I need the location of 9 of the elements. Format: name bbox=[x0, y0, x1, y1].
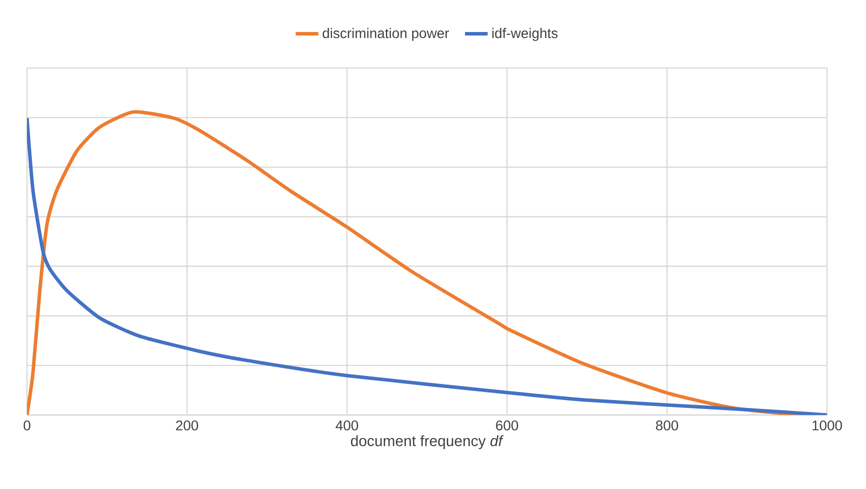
x-tick-label: 200 bbox=[176, 420, 198, 430]
x-tick-label: 0 bbox=[24, 420, 30, 430]
legend-label: discrimination power bbox=[322, 28, 449, 41]
x-axis-title: document frequency df bbox=[350, 435, 504, 450]
x-tick-label: 1000 bbox=[812, 420, 842, 430]
legend-label: idf-weights bbox=[492, 28, 558, 41]
x-tick-label: 800 bbox=[656, 420, 678, 430]
x-tick-label: 400 bbox=[336, 420, 358, 430]
x-tick-label: 600 bbox=[496, 420, 518, 430]
